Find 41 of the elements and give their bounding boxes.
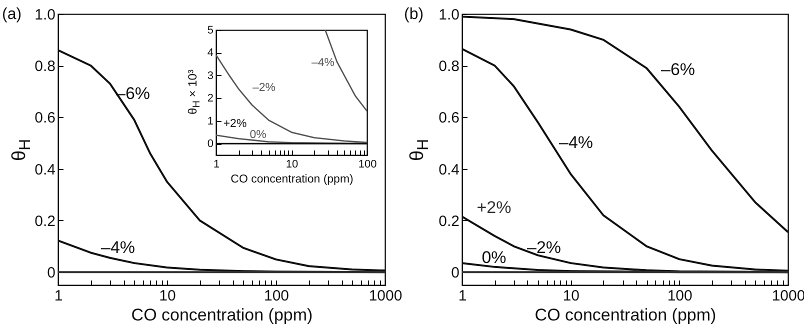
y-tick-label: 0 <box>451 264 460 282</box>
x-tick-label: 100 <box>358 158 377 170</box>
y-tick-label: 0.8 <box>34 58 56 76</box>
y-tick-label: 0.6 <box>34 110 56 127</box>
series-label: –4% <box>100 238 136 257</box>
series-label: –2% <box>252 82 276 94</box>
x-axis-title: CO concentration (ppm) <box>534 306 716 324</box>
y-tick-label: 2 <box>207 92 214 105</box>
y-tick-label: 0.6 <box>438 110 460 127</box>
y-tick-label: 0.4 <box>438 161 460 178</box>
x-tick-label: 1000 <box>368 288 402 304</box>
y-tick-label: 0.4 <box>34 161 56 178</box>
y-tick-label: 0 <box>47 264 56 282</box>
series-label: –2% <box>526 238 562 257</box>
y-tick-label: 0.2 <box>34 212 56 230</box>
y-tick-label: 0.8 <box>438 58 460 76</box>
x-tick-label: 10 <box>159 288 176 304</box>
series-label: –4% <box>558 133 594 152</box>
x-axis-title: CO concentration (ppm) <box>230 174 354 186</box>
series-label: –4% <box>311 57 335 69</box>
y-tick-label: 0 <box>207 138 214 150</box>
y-tick-label: 4 <box>207 47 214 60</box>
y-tick-label: 5 <box>207 24 214 36</box>
y-tick-label: 1 <box>207 115 214 128</box>
text: +2% <box>476 198 512 217</box>
y-tick-label: 0.2 <box>438 212 460 230</box>
series-label: –6% <box>660 60 696 79</box>
x-tick-label: 10 <box>286 158 298 170</box>
series-label: –6% <box>116 84 150 103</box>
series-label: 0% <box>482 248 506 267</box>
chart-title: (a) <box>2 6 22 24</box>
legend-label: +2% <box>223 118 247 130</box>
y-tick-label: 1.0 <box>438 6 460 24</box>
x-axis-title: CO concentration (ppm) <box>131 306 313 324</box>
y-tick-label: 1.0 <box>34 6 56 24</box>
series-label: 0% <box>250 129 266 141</box>
x-tick-label: 100 <box>667 288 692 304</box>
x-tick-label: 10 <box>562 288 580 304</box>
chart-title: (b) <box>404 6 424 24</box>
x-tick-label: 100 <box>264 288 290 304</box>
y-tick-label: 3 <box>207 70 214 82</box>
